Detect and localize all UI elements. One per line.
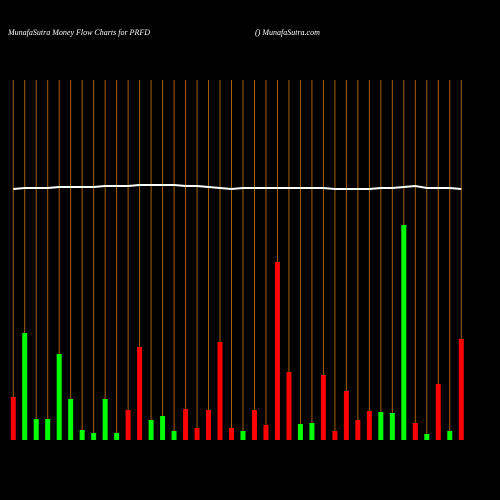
bar [355,420,361,440]
bar [10,397,16,440]
bar [79,430,85,440]
bar [68,399,74,440]
bar [389,413,395,440]
bar [424,434,430,440]
bar [274,262,280,440]
bar [194,428,200,440]
bar [332,431,338,440]
bar [378,412,384,440]
bar [102,399,108,440]
money-flow-line [13,184,462,191]
bar [171,431,177,440]
bar [286,372,292,440]
bar [309,423,315,440]
bar [251,410,257,440]
bar [240,431,246,440]
bar [320,375,326,440]
bar [183,409,189,440]
bar [56,354,62,440]
bar [447,431,453,440]
bar [91,433,97,440]
bar [366,411,372,440]
bar [160,416,166,440]
bar [33,419,39,440]
bar [217,342,223,440]
bar [45,419,51,440]
bar [297,424,303,440]
chart-title: MunafaSutra Money Flow Charts for PRFD [7,28,150,37]
bar [458,339,464,440]
bar [435,384,441,440]
bar [343,391,349,440]
bar [401,225,407,440]
bar [412,423,418,440]
bar [229,428,235,440]
chart-subtitle: () MunafaSutra.com [255,28,320,37]
bar [114,433,120,440]
bar [22,333,28,440]
bar [263,425,269,440]
bar [148,420,154,440]
bar [137,347,143,440]
bar [125,410,131,440]
bar [206,410,212,440]
